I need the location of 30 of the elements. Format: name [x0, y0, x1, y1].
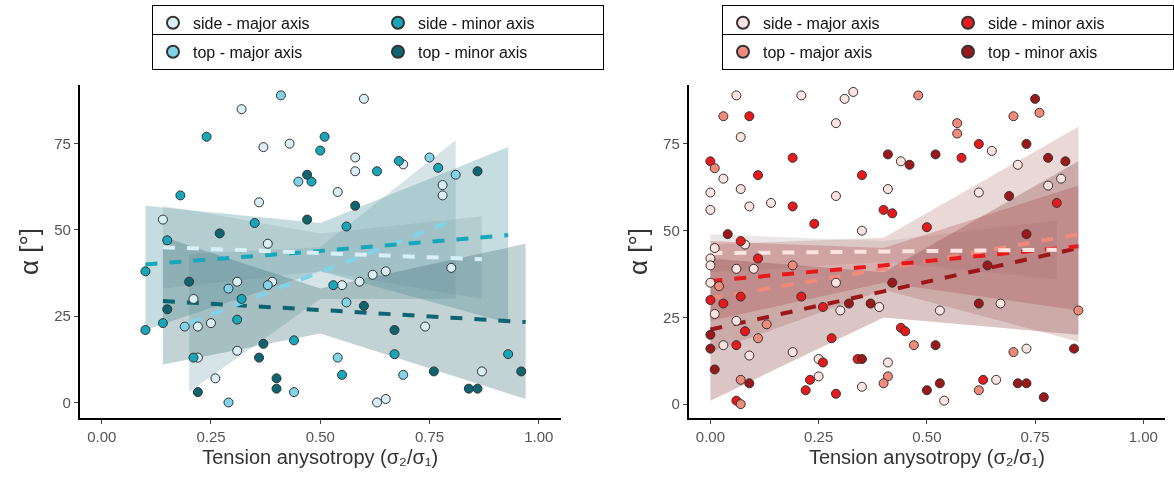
x-tick-label: 0.50	[912, 428, 942, 445]
y-tick-label: 75	[54, 134, 71, 152]
x-tick-label: 0.25	[196, 428, 226, 445]
x-tick-label: 0.50	[305, 428, 335, 445]
legend-label: side - major axis	[763, 15, 880, 33]
x-axis-title: Tension anysotropy (σ₂/σ₁)	[808, 446, 1045, 468]
y-tick-label: 50	[663, 221, 680, 239]
y-tick-label: 50	[54, 221, 71, 239]
x-axis-title: Tension anysotropy (σ₂/σ₁)	[202, 446, 439, 468]
x-tick-label: 1.00	[524, 428, 554, 445]
x-tick-label: 0.75	[414, 428, 445, 445]
y-axis-title: α [°]	[14, 227, 45, 276]
y-tick-label: 0	[62, 393, 71, 411]
x-tick-label: 0.75	[1020, 428, 1050, 445]
y-tick-label: 25	[663, 308, 680, 326]
y-tick-label: 75	[663, 135, 680, 153]
y-axis-title: α [°]	[622, 227, 653, 276]
legend-label: top - minor axis	[417, 44, 528, 62]
legend-label: side - minor axis	[988, 15, 1105, 33]
x-tick-label: 0.25	[804, 428, 834, 445]
legend-label: top - minor axis	[988, 44, 1098, 62]
x-tick-label: 1.00	[1128, 428, 1158, 445]
x-tick-label: 0.00	[695, 428, 725, 445]
x-tick-label: 0.00	[87, 428, 117, 445]
legend-label: side - major axis	[192, 15, 310, 33]
y-tick-label: 0	[671, 395, 680, 413]
legend-label: top - major axis	[763, 44, 873, 62]
legend-label: side - minor axis	[417, 15, 535, 33]
legend-label: top - major axis	[192, 44, 303, 62]
y-tick-label: 25	[54, 307, 71, 325]
